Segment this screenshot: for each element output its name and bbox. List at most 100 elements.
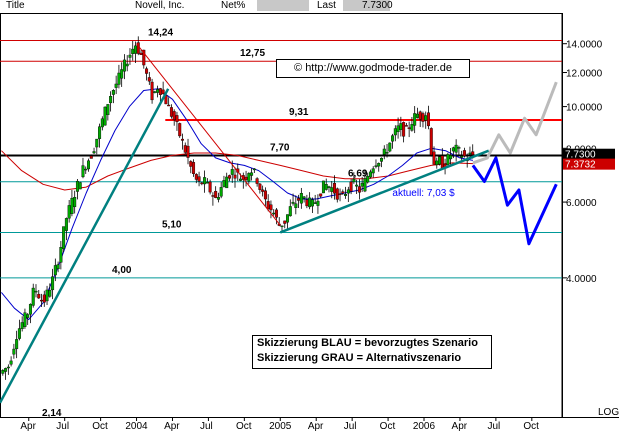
last-label: Last (317, 0, 336, 11)
candle-body (131, 48, 135, 54)
candle-body (153, 91, 157, 93)
candle-body (239, 178, 243, 181)
candle-body (266, 201, 270, 210)
candle-body (449, 155, 453, 160)
candle-body (280, 225, 284, 228)
x-tick-label: Apr (452, 421, 468, 432)
y-tick-label: 14.0000 (566, 40, 603, 51)
candle-body (48, 290, 52, 297)
candle-body (258, 183, 262, 190)
title-bar: Title Novell, Inc. Net% Last 7.7300 (0, 0, 619, 12)
candle-body (81, 165, 85, 178)
trendline (279, 149, 490, 234)
candle-body (106, 104, 110, 116)
candle-body (438, 156, 442, 165)
scenario-grey (472, 81, 558, 165)
candle-body (208, 181, 212, 193)
x-tick-label: Oct (236, 421, 252, 432)
current-price-label: aktuell: 7,03 $ (392, 188, 455, 199)
candle-body (261, 189, 265, 192)
candle-body (269, 204, 273, 211)
candle-body (426, 112, 430, 127)
x-tick-label: Oct (523, 421, 539, 432)
candle-body (454, 144, 458, 153)
candle-body (9, 360, 13, 365)
candle-body (288, 206, 292, 217)
candle-body (368, 171, 372, 178)
legend-grey-scenario: Skizzierung GRAU = Alternativszenario (257, 352, 462, 364)
candle-body (133, 45, 137, 54)
candle-body (98, 126, 102, 139)
candle-body (247, 173, 251, 182)
candle-body (344, 194, 348, 196)
candle-body (172, 111, 176, 120)
candle-body (214, 190, 218, 198)
candle-body (410, 124, 414, 131)
candle-body (145, 68, 149, 74)
candle-body (263, 190, 267, 200)
candle-body (252, 168, 256, 171)
net-percent-label: Net% (221, 0, 246, 11)
candle-body (20, 322, 24, 330)
x-tick-label: Apr (308, 421, 324, 432)
candle-body (45, 289, 49, 302)
level-label: 14,24 (148, 28, 173, 39)
candle-body (377, 163, 381, 167)
candle-body (399, 123, 403, 130)
candle-body (225, 176, 229, 189)
candle-body (283, 220, 287, 224)
candle-body (64, 218, 68, 231)
candle-body (230, 169, 234, 175)
candle-body (393, 128, 397, 136)
candle-body (92, 151, 96, 154)
candle-body (117, 72, 121, 85)
level-label: 5,10 (162, 219, 182, 230)
candle-body (435, 160, 439, 166)
candle-body (147, 77, 151, 82)
watermark: © http://www.godmode-trader.de (276, 59, 470, 78)
trendline (0, 88, 170, 404)
last-value: 7.7300 (362, 0, 393, 11)
legend-blue-scenario: Skizzierung BLAU = bevorzugtes Szenario (257, 337, 478, 349)
candle-body (305, 199, 309, 207)
candle-body (222, 180, 226, 187)
candle-body (227, 175, 231, 179)
x-tick-label: Apr (20, 421, 36, 432)
x-tick-label: Oct (92, 421, 108, 432)
candle-body (95, 138, 99, 148)
scenario-legend: Skizzierung BLAU = bevorzugtes Szenario … (252, 335, 492, 369)
candle-body (73, 196, 77, 208)
candle-body (424, 115, 428, 121)
candle-body (53, 265, 57, 276)
candle-body (297, 198, 301, 201)
x-tick-label: Jul (487, 421, 500, 432)
candle-body (158, 88, 162, 95)
candle-body (23, 312, 27, 327)
candle-body (310, 199, 314, 207)
candle-body (219, 187, 223, 197)
x-tick-label: 2006 (413, 421, 436, 432)
candle-body (460, 155, 464, 158)
y-tick-label: 4.0000 (566, 274, 597, 285)
candle-body (6, 366, 10, 369)
candle-body (244, 176, 248, 180)
candle-body (51, 276, 55, 291)
candle-body (360, 182, 364, 187)
level-label: 12,75 (240, 48, 265, 59)
candle-body (109, 96, 113, 104)
level-label: 6,69 (348, 169, 368, 180)
candle-body (327, 186, 331, 188)
x-tick-label: 2004 (125, 421, 148, 432)
candle-body (415, 113, 419, 118)
candle-body (321, 180, 325, 194)
candle-body (413, 113, 417, 126)
y-tick-label: 10.0000 (566, 103, 603, 114)
candle-body (429, 128, 433, 156)
candle-body (440, 155, 444, 169)
candle-body (250, 172, 254, 176)
candle-body (62, 226, 66, 249)
candle-body (291, 201, 295, 204)
candle-body (194, 174, 198, 180)
candle-body (371, 168, 375, 174)
candle-body (125, 63, 129, 67)
